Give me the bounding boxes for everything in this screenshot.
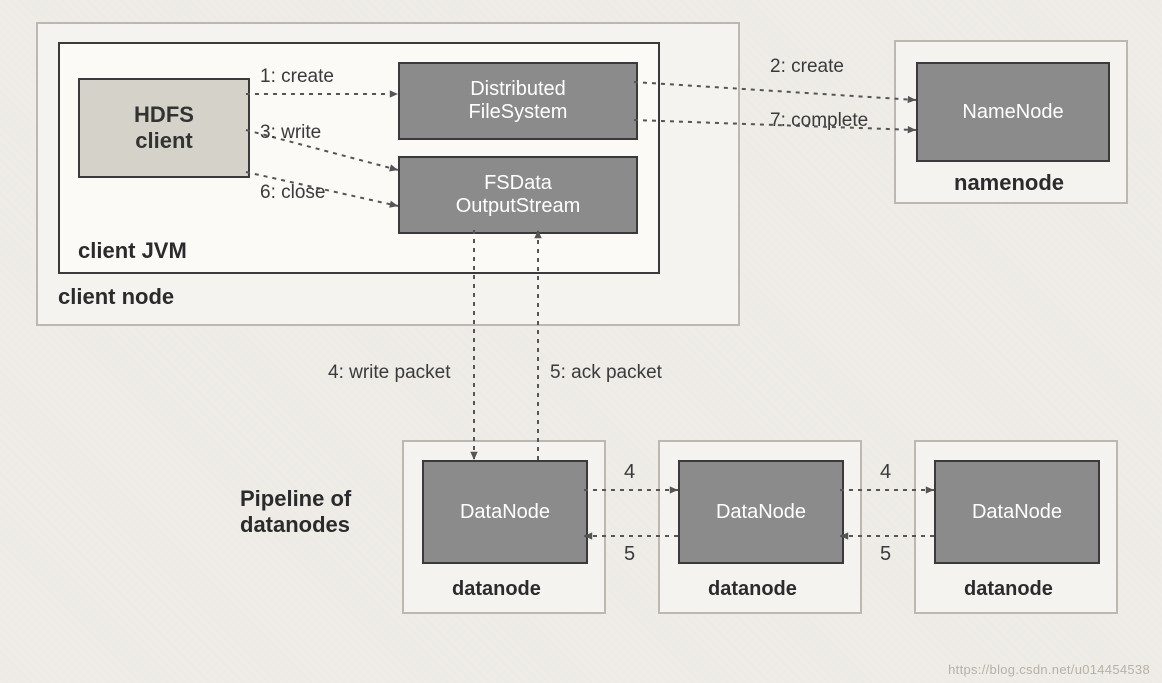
svg-text:5: 5 — [880, 543, 891, 565]
svg-text:4: write packet: 4: write packet — [328, 362, 451, 383]
pipeline-label-l1: Pipeline of — [240, 486, 351, 512]
datanode1-label: datanode — [452, 578, 541, 601]
datanode3-label: datanode — [964, 578, 1053, 601]
pipeline-label-l2: datanodes — [240, 512, 351, 538]
dfs-line2: FileSystem — [469, 101, 568, 124]
namenode-container-label: namenode — [954, 170, 1064, 196]
svg-text:5: 5 — [624, 543, 635, 565]
hdfs-client-box: HDFS client — [78, 78, 250, 178]
svg-text:4: 4 — [624, 461, 635, 483]
svg-text:5: ack packet: 5: ack packet — [550, 362, 663, 383]
hdfs-client-line2: client — [135, 128, 192, 154]
client-jvm-label: client JVM — [78, 238, 187, 264]
svg-text:7: complete: 7: complete — [770, 110, 868, 131]
pipeline-label: Pipeline of datanodes — [240, 486, 351, 539]
datanode2-label: datanode — [708, 578, 797, 601]
fsdata-line1: FSData — [484, 172, 552, 195]
datanode3-text: DataNode — [972, 501, 1062, 524]
hdfs-client-line1: HDFS — [134, 102, 194, 128]
namenode-line1: NameNode — [962, 101, 1063, 124]
datanode2-box: DataNode — [678, 460, 844, 564]
client-node-label: client node — [58, 284, 174, 310]
datanode1-text: DataNode — [460, 501, 550, 524]
dfs-line1: Distributed — [470, 78, 566, 101]
fsdata-line2: OutputStream — [456, 195, 581, 218]
datanode2-text: DataNode — [716, 501, 806, 524]
diagram-canvas: client node client JVM HDFS client Distr… — [0, 0, 1162, 683]
svg-text:4: 4 — [880, 461, 891, 483]
datanode1-box: DataNode — [422, 460, 588, 564]
svg-text:2: create: 2: create — [770, 56, 844, 77]
watermark-text: https://blog.csdn.net/u014454538 — [948, 662, 1150, 677]
namenode-box: NameNode — [916, 62, 1110, 162]
fsdata-outputstream-box: FSData OutputStream — [398, 156, 638, 234]
datanode3-box: DataNode — [934, 460, 1100, 564]
distributed-filesystem-box: Distributed FileSystem — [398, 62, 638, 140]
